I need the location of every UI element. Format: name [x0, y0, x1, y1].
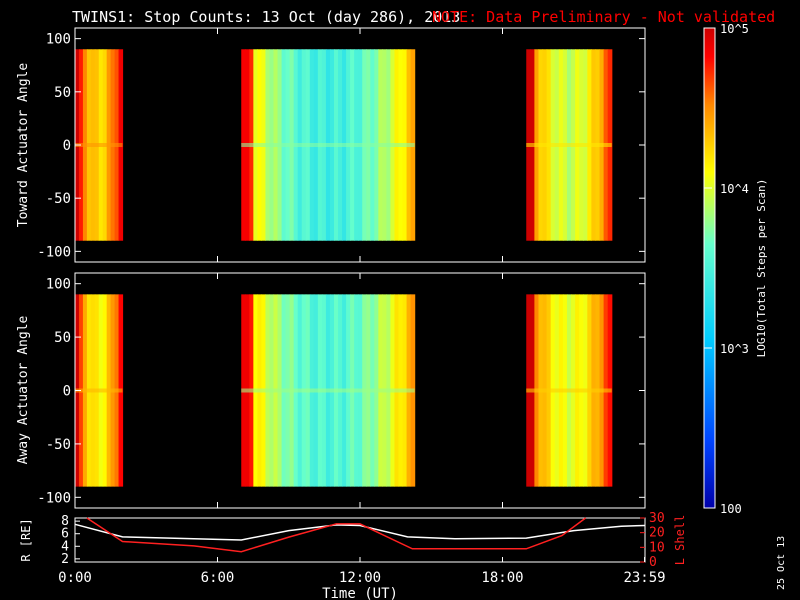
- colorbar-tick-label: 10^5: [720, 22, 749, 36]
- y-tick-label: 50: [54, 330, 71, 346]
- r-distance-line: [74, 523, 646, 541]
- right-axis-label: L Shell: [673, 515, 687, 566]
- colorbar-tick-label: 100: [720, 502, 742, 516]
- x-tick-label: 12:00: [339, 570, 381, 586]
- x-tick-label: 0:00: [58, 570, 92, 586]
- l-shell-line: [86, 517, 587, 553]
- chart-title: TWINS1: Stop Counts: 13 Oct (day 286), 2…: [72, 8, 460, 26]
- right-tick-label: 10: [649, 540, 665, 555]
- top-heatmap-panel: 100 50 0 -50 -100: [37, 27, 646, 263]
- heatmap-zero-band: [75, 143, 123, 147]
- right-tick-label: 0: [649, 555, 657, 570]
- y-tick-label: 0: [63, 384, 71, 400]
- heatmap-zero-band: [526, 388, 612, 393]
- colorbar-tick-label: 10^3: [720, 342, 749, 356]
- y-tick-label: -100: [37, 490, 71, 506]
- middle-heatmap-panel: 100 50 0 -50 -100: [37, 272, 646, 509]
- left-tick-label: 2: [61, 552, 69, 567]
- heatmap-zero-band: [241, 143, 415, 147]
- y-tick-label: -100: [37, 244, 71, 260]
- right-tick-label: 30: [649, 511, 665, 526]
- x-tick-label: 18:00: [481, 570, 523, 586]
- y-tick-label: 0: [63, 138, 71, 154]
- y-tick-label: -50: [46, 191, 71, 207]
- colorbar-tick-label: 10^4: [720, 182, 749, 196]
- y-tick-label: -50: [46, 437, 71, 453]
- colorbar-label: LOG10(Total Steps per Scan): [755, 179, 768, 358]
- y-tick-label: 100: [46, 277, 71, 293]
- left-axis-label: R [RE]: [19, 518, 33, 561]
- heatmap-zero-band: [526, 143, 612, 147]
- heatmap-zero-band: [75, 388, 123, 393]
- x-tick-label: 23:59: [623, 570, 665, 586]
- left-tick-label: 8: [61, 514, 69, 529]
- top-ylabel: Toward Actuator Angle: [16, 63, 31, 228]
- left-tick-label: 6: [61, 527, 69, 542]
- right-tick-label: 20: [649, 526, 665, 541]
- chart-note: NOTE: Data Preliminary - Not validated: [432, 8, 775, 26]
- left-tick-label: 4: [61, 539, 69, 554]
- y-tick-label: 50: [54, 85, 71, 101]
- x-tick-label: 6:00: [201, 570, 235, 586]
- colorbar: 10^5 10^4 10^3 100: [703, 22, 749, 516]
- y-tick-label: 100: [46, 32, 71, 48]
- colorbar-scale: [703, 27, 716, 509]
- heatmap-zero-band: [241, 388, 415, 393]
- x-axis-label: Time (UT): [322, 586, 398, 600]
- date-stamp: 25 Oct 13: [776, 536, 787, 590]
- middle-ylabel: Away Actuator Angle: [16, 315, 31, 464]
